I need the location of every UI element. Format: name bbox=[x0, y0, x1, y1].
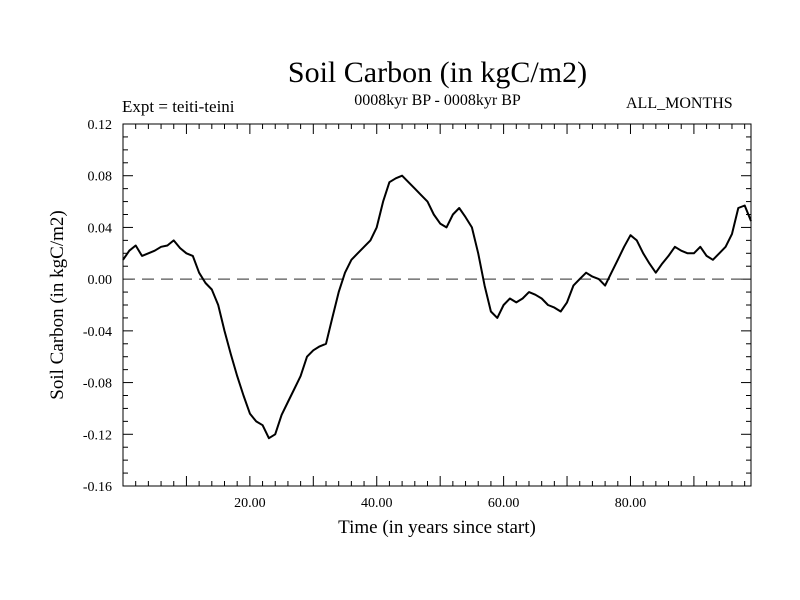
x-tick-label: 60.00 bbox=[488, 496, 520, 511]
y-axis-title: Soil Carbon (in kgC/m2) bbox=[47, 210, 68, 399]
plot-frame bbox=[122, 123, 752, 487]
y-tick-label: 0.04 bbox=[88, 221, 113, 236]
y-tick-label: 0.08 bbox=[88, 170, 113, 185]
x-tick-label: 80.00 bbox=[615, 496, 647, 511]
y-tick-label: 0.12 bbox=[88, 118, 113, 133]
period-label: 0008kyr BP - 0008kyr BP bbox=[354, 92, 521, 109]
y-tick-label: -0.12 bbox=[83, 428, 112, 443]
x-tick-label: 20.00 bbox=[234, 496, 266, 511]
y-tick-label: 0.00 bbox=[88, 273, 113, 288]
months-label: ALL_MONTHS bbox=[626, 95, 733, 112]
experiment-label: Expt = teiti-teini bbox=[122, 97, 235, 116]
axis-tick-labels: 20.00 40.00 60.00 80.00 0.12 0.08 0.04 0.00 -0.0… bbox=[83, 118, 646, 511]
y-tick-label: -0.04 bbox=[83, 325, 112, 340]
y-tick-label: -0.16 bbox=[83, 480, 112, 495]
x-axis-title: Time (in years since start) bbox=[338, 517, 536, 538]
chart-title: Soil Carbon (in kgC/m2) bbox=[287, 56, 588, 89]
series-line-soil-carbon bbox=[122, 174, 752, 440]
y-tick-label: -0.08 bbox=[83, 377, 112, 392]
axis-ticks bbox=[123, 123, 751, 487]
x-tick-label: 40.00 bbox=[361, 496, 393, 511]
